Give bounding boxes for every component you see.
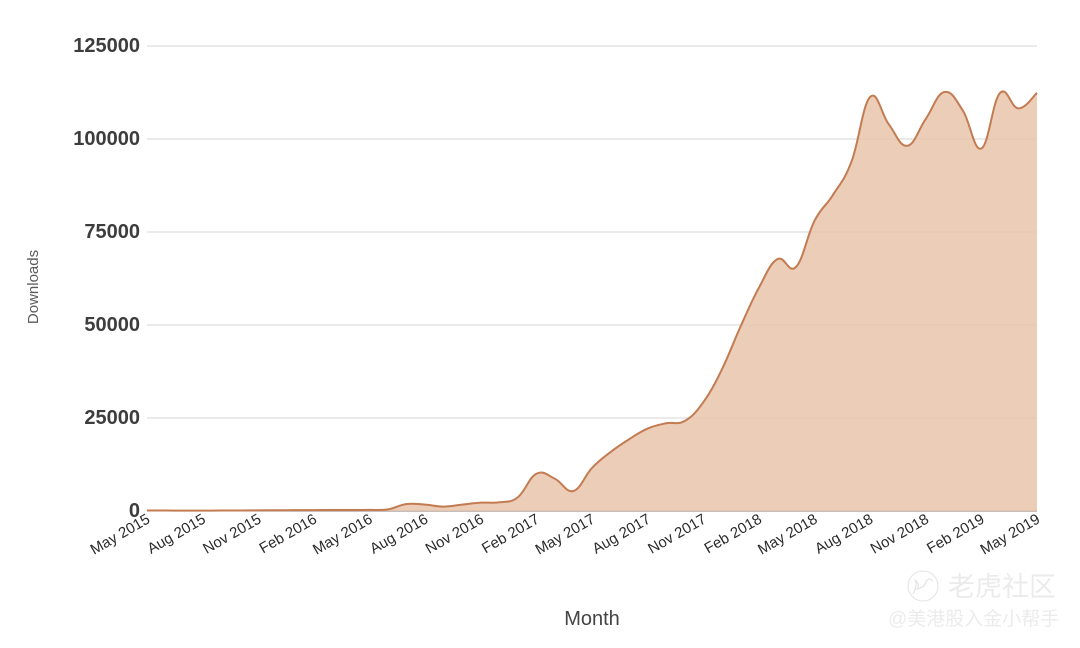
svg-text:125000: 125000 (73, 35, 140, 57)
svg-text:Aug 2017: Aug 2017 (589, 511, 653, 558)
svg-text:Feb 2019: Feb 2019 (924, 511, 987, 557)
svg-text:Nov 2018: Nov 2018 (868, 511, 932, 558)
svg-text:May 2018: May 2018 (755, 511, 821, 559)
svg-text:老虎社区: 老虎社区 (948, 572, 1056, 602)
svg-text:May 2017: May 2017 (532, 511, 598, 559)
svg-text:Feb 2017: Feb 2017 (479, 511, 542, 557)
svg-text:May 2015: May 2015 (87, 511, 153, 559)
svg-text:@美港股入金小帮手: @美港股入金小帮手 (888, 608, 1059, 630)
svg-text:Nov 2017: Nov 2017 (645, 511, 709, 558)
svg-text:Month: Month (564, 608, 620, 630)
svg-text:May 2016: May 2016 (310, 511, 376, 559)
svg-text:100000: 100000 (73, 128, 140, 150)
svg-text:Nov 2016: Nov 2016 (423, 511, 487, 558)
svg-text:Aug 2016: Aug 2016 (367, 511, 431, 558)
svg-text:50000: 50000 (84, 314, 140, 336)
svg-text:Feb 2018: Feb 2018 (702, 511, 765, 557)
svg-text:Nov 2015: Nov 2015 (200, 511, 264, 558)
svg-text:Feb 2016: Feb 2016 (257, 511, 320, 557)
svg-text:May 2019: May 2019 (977, 511, 1043, 559)
svg-text:Downloads: Downloads (25, 250, 42, 324)
svg-text:Aug 2018: Aug 2018 (812, 511, 876, 558)
svg-text:25000: 25000 (84, 407, 140, 429)
svg-text:Aug 2015: Aug 2015 (144, 511, 208, 558)
svg-text:75000: 75000 (84, 221, 140, 243)
